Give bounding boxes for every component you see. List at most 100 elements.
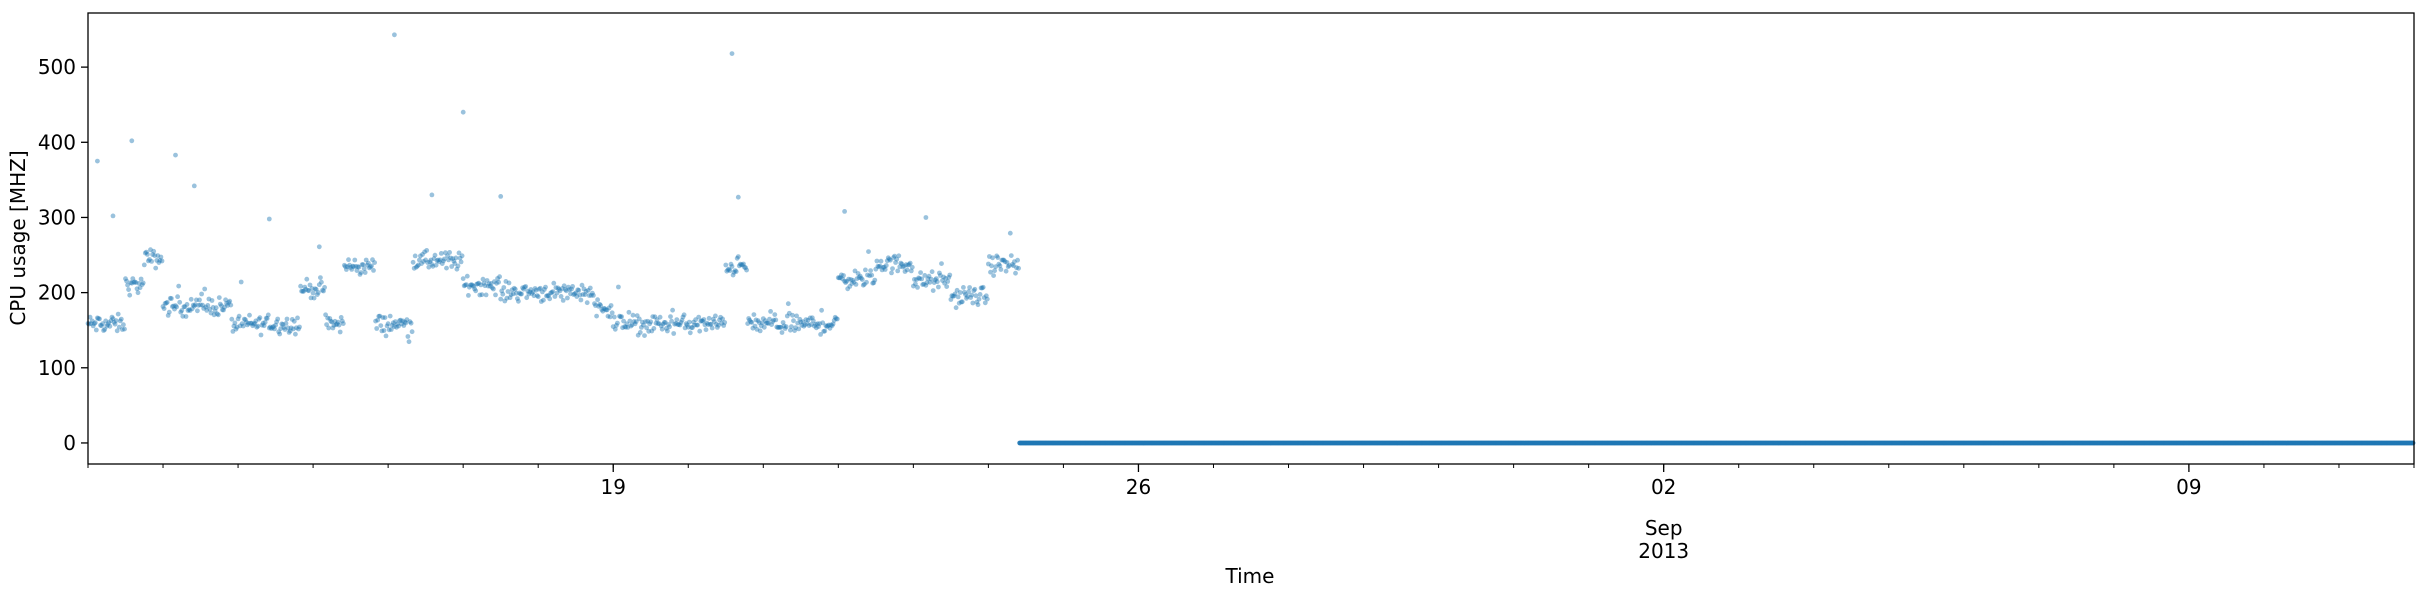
- data-point: [740, 262, 745, 268]
- data-point: [873, 266, 879, 272]
- data-point: [830, 321, 836, 327]
- data-point: [318, 275, 323, 280]
- data-point: [311, 295, 317, 301]
- data-point: [563, 288, 569, 294]
- data-point: [794, 313, 799, 319]
- data-point: [337, 329, 343, 335]
- data-point: [533, 287, 539, 293]
- data-point: [494, 280, 499, 286]
- data-point: [779, 330, 785, 335]
- data-point: [157, 258, 163, 263]
- data-point: [320, 287, 325, 293]
- data-point: [855, 271, 861, 276]
- data-point: [945, 279, 951, 284]
- data-point: [105, 322, 111, 327]
- data-point: [148, 247, 153, 253]
- data-point: [565, 295, 570, 301]
- data-point: [401, 323, 407, 328]
- data-point: [571, 292, 576, 297]
- data-point: [541, 297, 546, 303]
- data-point: [527, 289, 533, 295]
- data-point: [904, 267, 910, 273]
- data-point: [526, 291, 532, 297]
- data-point: [113, 318, 119, 323]
- outlier-point: [95, 158, 100, 164]
- data-point: [929, 269, 935, 275]
- data-point: [358, 270, 364, 275]
- data-point: [650, 314, 656, 319]
- data-point: [771, 317, 777, 323]
- data-point: [775, 325, 781, 330]
- data-point: [247, 312, 252, 318]
- data-point: [405, 334, 411, 339]
- x-tick-label: 02: [1651, 475, 1676, 499]
- data-point: [768, 309, 773, 314]
- data-point: [829, 323, 835, 329]
- data-point: [748, 319, 754, 325]
- data-point: [135, 290, 141, 296]
- data-point: [578, 297, 584, 303]
- data-point: [339, 318, 345, 324]
- data-point: [592, 301, 597, 306]
- data-point: [889, 270, 894, 276]
- data-point: [279, 321, 285, 327]
- data-point: [125, 282, 130, 288]
- data-point: [915, 285, 920, 290]
- data-point: [857, 273, 863, 279]
- data-point: [485, 283, 491, 289]
- data-point: [95, 315, 100, 321]
- data-point: [278, 326, 284, 331]
- data-point: [780, 320, 786, 325]
- data-point: [413, 264, 419, 270]
- data-point: [521, 286, 526, 292]
- data-point: [323, 312, 328, 318]
- data-point: [940, 278, 945, 283]
- data-point: [595, 297, 600, 303]
- data-point: [866, 249, 871, 255]
- data-point: [435, 257, 441, 263]
- data-point: [338, 315, 344, 320]
- data-point: [222, 304, 227, 310]
- data-point: [647, 321, 653, 327]
- data-point: [990, 255, 995, 261]
- data-point: [675, 322, 681, 327]
- data-point: [611, 314, 617, 320]
- data-point: [550, 289, 556, 294]
- data-point: [804, 321, 810, 326]
- data-point: [739, 262, 744, 268]
- data-point: [182, 304, 188, 310]
- data-point: [911, 283, 916, 289]
- data-point: [733, 269, 739, 274]
- data-point: [660, 321, 666, 327]
- data-point: [114, 328, 120, 334]
- data-point: [179, 308, 185, 313]
- data-point: [942, 280, 947, 286]
- data-point: [180, 313, 186, 319]
- data-point: [627, 318, 633, 324]
- data-point: [890, 266, 895, 271]
- data-point: [300, 288, 306, 294]
- data-point: [91, 321, 97, 326]
- data-point: [856, 275, 862, 280]
- data-point: [376, 313, 382, 319]
- data-point: [604, 307, 610, 313]
- y-tick-label: 400: [38, 130, 76, 154]
- data-point: [991, 273, 996, 278]
- x-tick-sublabel-year: 2013: [1638, 539, 1689, 563]
- data-point: [136, 281, 142, 286]
- data-point: [363, 257, 369, 263]
- data-point: [984, 296, 990, 302]
- data-point: [202, 286, 208, 292]
- data-point: [144, 249, 149, 255]
- data-point: [864, 279, 869, 285]
- data-point: [946, 275, 952, 280]
- data-point: [392, 324, 397, 329]
- data-point: [714, 321, 719, 327]
- data-point: [238, 279, 244, 285]
- data-point: [868, 268, 873, 273]
- data-point: [800, 319, 806, 325]
- data-point: [515, 296, 520, 301]
- data-point: [854, 276, 860, 281]
- data-point: [769, 322, 774, 327]
- data-point: [799, 322, 805, 328]
